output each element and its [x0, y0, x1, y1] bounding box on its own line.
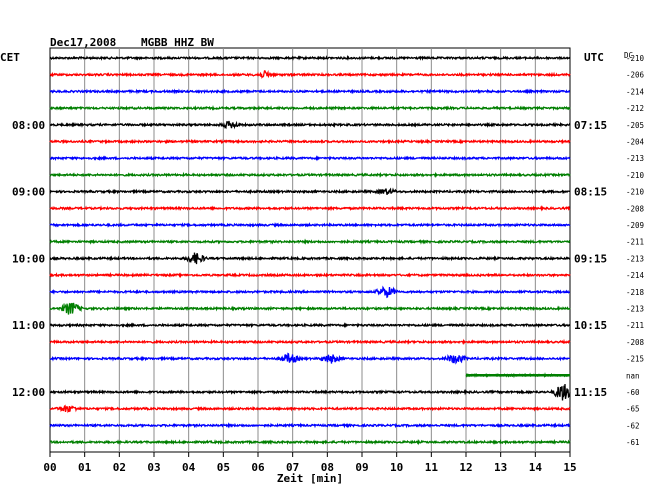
- trace-line-red: [49, 271, 571, 279]
- trace-line-black: [49, 322, 571, 329]
- trace-line-red: [49, 69, 571, 79]
- utc-time-label: 07:15: [574, 119, 607, 132]
- trace-line-blue: [49, 285, 571, 299]
- dc-offset-label: -218: [626, 288, 645, 297]
- trace-line-green: [49, 238, 571, 245]
- dc-offset-label: -213: [626, 305, 644, 314]
- dc-offset-label: -213: [626, 154, 644, 163]
- dc-offset-label: -60: [626, 388, 640, 397]
- x-tick-label: 06: [251, 461, 265, 474]
- x-tick-label: 08: [321, 461, 334, 474]
- x-tick-label: 09: [355, 461, 368, 474]
- cet-time-label: 11:00: [12, 319, 45, 332]
- plot-frame: [49, 47, 571, 453]
- trace-line-blue: [49, 222, 571, 228]
- right-timezone-label: UTC: [584, 51, 604, 64]
- dc-offset-label: -211: [626, 321, 644, 330]
- x-tick-label: 12: [459, 461, 472, 474]
- x-axis: 00 01 02 03 04 05 06 07 08 09 10 11 12 13 14 15: [43, 452, 577, 474]
- dc-offset-label: -204: [626, 138, 645, 147]
- trace-line-green: [50, 438, 571, 446]
- cet-time-label: 10:00: [12, 252, 45, 265]
- dc-offset-label: -213: [626, 254, 644, 263]
- trace-line-black: [49, 383, 571, 401]
- trace-line-red: [49, 404, 571, 414]
- x-tick-label: 14: [529, 461, 543, 474]
- dc-offset-label: nan: [626, 371, 640, 380]
- row-labels: -210 -206 -214 -212 -205 08:00 07:15 -204 -213 -2…: [12, 54, 645, 447]
- trace-line-green: [49, 302, 571, 315]
- x-tick-label: 07: [286, 461, 299, 474]
- trace-line-blue: [49, 352, 571, 365]
- plot-grid: [49, 47, 571, 453]
- trace-line-blue: [49, 88, 571, 95]
- dc-offset-label: -61: [626, 438, 640, 447]
- trace-line-blue: [49, 422, 571, 429]
- utc-time-label: 10:15: [574, 319, 607, 332]
- cet-time-label: 12:00: [12, 386, 45, 399]
- trace-line-black: [49, 187, 571, 196]
- header-station: MGBB HHZ BW: [141, 36, 214, 49]
- x-tick-label: 01: [78, 461, 92, 474]
- x-tick-label: 02: [113, 461, 126, 474]
- dc-offset-label: -212: [626, 104, 644, 113]
- x-tick-label: 13: [494, 461, 507, 474]
- trace-line-red: [49, 138, 571, 145]
- header-date: Dec17,2008: [50, 36, 116, 49]
- dc-offset-label: -211: [626, 238, 644, 247]
- trace-line-red: [49, 205, 571, 212]
- utc-time-label: 09:15: [574, 252, 607, 265]
- x-axis-title: Zeit [min]: [277, 472, 343, 485]
- dc-header-label: DC: [624, 51, 633, 60]
- cet-time-label: 08:00: [12, 119, 45, 132]
- trace-line-red: [49, 338, 571, 345]
- dc-offset-label: -62: [626, 421, 640, 430]
- x-tick-label: 11: [425, 461, 439, 474]
- dc-offset-label: -205: [626, 121, 644, 130]
- x-tick-label: 10: [390, 461, 403, 474]
- trace-line-black: [49, 252, 571, 265]
- x-tick-label: 15: [563, 461, 576, 474]
- x-tick-label: 00: [43, 461, 56, 474]
- dc-offset-label: -210: [626, 171, 645, 180]
- dc-offset-label: -210: [626, 54, 645, 63]
- x-tick-label: 03: [147, 461, 160, 474]
- left-timezone-label: CET: [0, 51, 20, 64]
- dc-offset-label: -209: [626, 221, 644, 230]
- dc-offset-label: -208: [626, 338, 645, 347]
- trace-line-green: [49, 171, 571, 178]
- dc-offset-label: -214: [626, 87, 645, 96]
- x-tick-label: 04: [182, 461, 196, 474]
- seismic-traces: [49, 54, 571, 446]
- dc-offset-label: -210: [626, 188, 645, 197]
- x-tick-label: 05: [217, 461, 230, 474]
- dc-offset-label: -215: [626, 355, 644, 364]
- dc-offset-label: -214: [626, 271, 645, 280]
- utc-time-label: 11:15: [574, 386, 607, 399]
- trace-line-black: [49, 54, 571, 61]
- dc-offset-label: -206: [626, 71, 645, 80]
- trace-line-black: [49, 120, 571, 130]
- trace-line-blue: [49, 155, 571, 162]
- utc-time-label: 08:15: [574, 186, 607, 199]
- dc-offset-label: -65: [626, 405, 640, 414]
- dc-offset-label: -208: [626, 204, 645, 213]
- trace-line-green: [49, 104, 571, 112]
- cet-time-label: 09:00: [12, 186, 45, 199]
